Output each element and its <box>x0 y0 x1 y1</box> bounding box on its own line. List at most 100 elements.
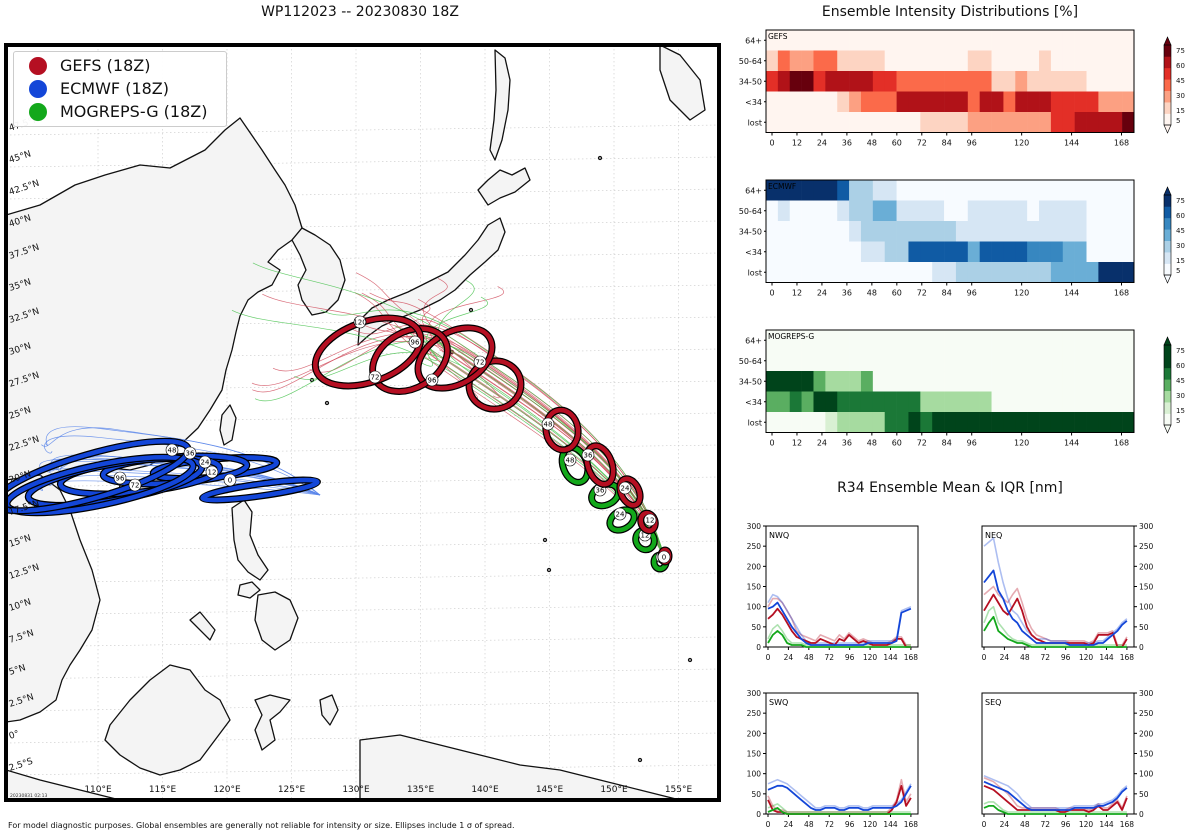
heatmap-cell <box>967 180 980 201</box>
heatmap-cell <box>1110 180 1123 201</box>
heatmap-cell <box>872 50 886 72</box>
land-indochina <box>6 474 101 723</box>
heatmap-cell <box>908 330 921 351</box>
heatmap-cell <box>1122 262 1135 283</box>
heatmap-row-label: 50-64 <box>739 207 762 216</box>
heatmap-cell <box>872 71 886 92</box>
heatmap-cell <box>789 412 802 433</box>
colorbar-tick-label: 30 <box>1176 242 1185 250</box>
heatmap-cell <box>825 71 838 92</box>
heatmap-cell <box>1062 200 1075 222</box>
r34-line-gefs <box>767 607 911 648</box>
heatmap-cell <box>896 91 909 113</box>
heatmap-cell <box>813 30 826 51</box>
r34-line-mogreps <box>983 615 1127 648</box>
heatmap-cell <box>1003 71 1016 92</box>
lon-label: 155°E <box>665 785 693 795</box>
heatmap-cell <box>1110 50 1123 72</box>
heatmap-cell <box>825 50 838 72</box>
r34-ytick-label: 100 <box>747 770 762 779</box>
heatmap-cell <box>1122 371 1135 392</box>
heatmap-row-label: 64+ <box>745 36 762 45</box>
colorbar-segment <box>1164 79 1171 92</box>
heatmap-cell <box>932 241 945 263</box>
heatmap-cell <box>884 30 897 51</box>
heatmap-cell <box>1110 241 1123 263</box>
gefs-hour-tag: 72 <box>473 355 487 369</box>
heatmap-cell <box>1086 50 1099 72</box>
land-java <box>6 769 121 800</box>
heatmap-cell <box>1027 391 1040 413</box>
colorbar-segment <box>1164 263 1171 276</box>
heatmap-cell <box>1015 91 1028 113</box>
land-new-guinea <box>359 734 681 800</box>
heatmap-cell <box>967 71 980 92</box>
r34-ytick-label: 0 <box>756 810 761 819</box>
heatmap-cell <box>860 241 874 263</box>
gefs-hour-tag: 12 <box>643 513 657 527</box>
heatmap-cell <box>801 221 814 242</box>
r34-line-mogreps <box>767 806 911 815</box>
heatmap-cell <box>837 221 850 242</box>
heatmap-cell <box>872 262 886 283</box>
heatmap-cell <box>825 412 838 433</box>
heatmap-cell <box>789 30 802 51</box>
heatmap-cell <box>1086 71 1099 92</box>
heatmap-cell <box>944 391 957 413</box>
heatmap-cell <box>932 391 945 413</box>
heatmap-cell <box>1074 200 1087 222</box>
heatmap-cell <box>979 71 992 92</box>
heatmap-cell <box>872 112 886 133</box>
hour-tag-bg <box>368 370 382 384</box>
heatmap-cell <box>908 412 921 433</box>
heatmap-cell <box>801 330 814 351</box>
heatmap-cell <box>789 330 802 351</box>
heatmap-xtick-label: 168 <box>1114 439 1129 448</box>
hour-tag-text: 48 <box>544 421 553 429</box>
heatmap-cell <box>801 180 814 201</box>
heatmap-cell <box>801 350 814 372</box>
heatmap-cell <box>1074 112 1087 133</box>
hour-tag-text: 36 <box>584 452 593 460</box>
heatmap-cell <box>1062 391 1075 413</box>
heatmap-cell <box>944 200 957 222</box>
colorbar-segment <box>1164 413 1171 426</box>
heatmap-cell <box>1050 50 1064 72</box>
heatmap-cell <box>920 200 933 222</box>
heatmap-cell <box>932 71 945 92</box>
heatmap-cell <box>849 371 862 392</box>
heatmap-cell <box>825 350 838 372</box>
heatmap-cell <box>789 371 802 392</box>
heatmap-cell <box>872 391 886 413</box>
colorbar-segment <box>1164 367 1171 380</box>
heatmap-cell <box>1050 330 1064 351</box>
heatmap-cell <box>1027 412 1040 433</box>
heatmap-cell <box>920 371 933 392</box>
heatmap-cell <box>860 91 874 113</box>
hour-tag-bg <box>425 373 439 387</box>
colorbar-tick-label: 5 <box>1176 267 1180 275</box>
heatmap-cell <box>955 330 969 351</box>
heatmap-cell <box>1098 241 1111 263</box>
heatmap-row-label: lost <box>748 118 762 127</box>
r34-panel-name: SWQ <box>769 698 788 707</box>
heatmap-xtick-label: 36 <box>842 289 852 298</box>
heatmap-cell <box>1074 221 1087 242</box>
heatmap-cell <box>1015 412 1028 433</box>
heatmap-cell <box>955 262 969 283</box>
heatmap-cell <box>920 350 933 372</box>
heatmap-cell <box>825 200 838 222</box>
heatmap-cell <box>1062 350 1075 372</box>
land-mindanao <box>254 591 299 651</box>
heatmap-cell <box>884 262 897 283</box>
heatmap-cell <box>1062 371 1075 392</box>
legend-entry: MOGREPS-G (18Z) <box>14 100 226 123</box>
heatmap-cell <box>1003 371 1016 392</box>
heatmap-cell <box>944 221 957 242</box>
r34-xtick-label: 48 <box>804 820 814 829</box>
r34-ytick-label: 150 <box>1139 583 1154 592</box>
heatmap-xtick-label: 36 <box>842 439 852 448</box>
heatmap-cell <box>813 112 826 133</box>
heatmap-cell <box>1039 330 1052 351</box>
